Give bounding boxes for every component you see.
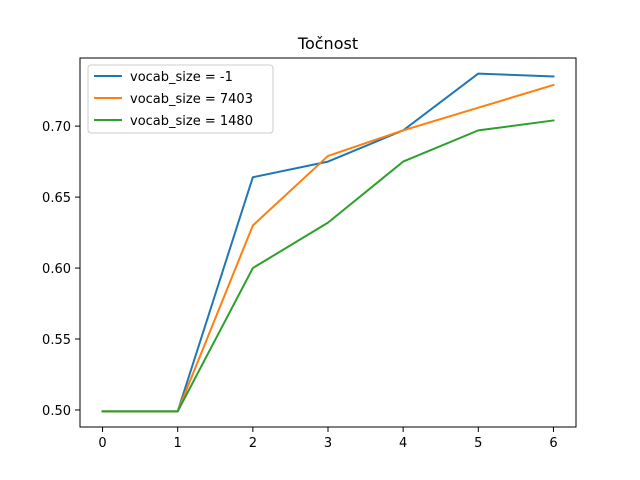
x-tick-label: 3 <box>324 436 332 451</box>
y-tick-label: 0.50 <box>42 404 71 419</box>
chart-title: Točnost <box>297 34 358 53</box>
legend-label-2: vocab_size = 7403 <box>130 92 253 107</box>
x-tick-label: 1 <box>174 436 182 451</box>
legend-label-3: vocab_size = 1480 <box>130 114 253 129</box>
legend: vocab_size = -1 vocab_size = 7403 vocab_si… <box>87 64 274 134</box>
x-tick-label: 5 <box>474 436 482 451</box>
legend-label-1: vocab_size = -1 <box>130 70 233 85</box>
x-tick-label: 6 <box>549 436 557 451</box>
y-tick-label: 0.60 <box>42 262 71 277</box>
x-tick-label: 4 <box>399 436 407 451</box>
series-line-2 <box>101 83 555 413</box>
y-tick-label: 0.70 <box>42 120 71 135</box>
y-tick-label: 0.65 <box>42 191 71 206</box>
series-line-3 <box>101 119 555 413</box>
x-tick-label: 0 <box>98 436 106 451</box>
x-tick-label: 2 <box>249 436 257 451</box>
legend-box <box>87 64 274 134</box>
y-tick-label: 0.55 <box>42 333 71 348</box>
